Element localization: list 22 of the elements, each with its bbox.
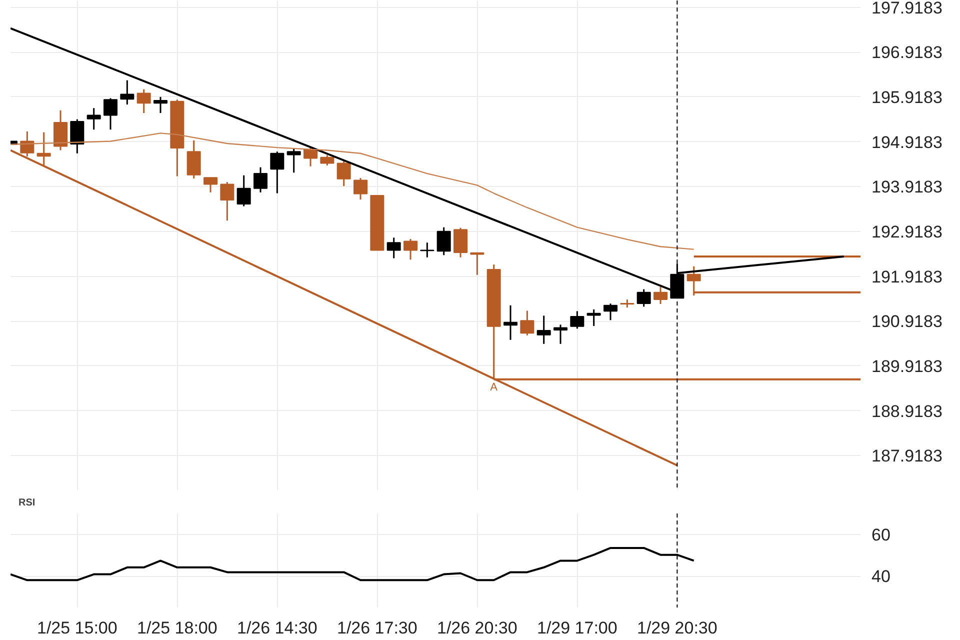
chart-title: RSI (18, 498, 36, 508)
x-tick-label: 1/26 17:30 (336, 618, 418, 638)
x-tick-label: 1/29 20:30 (636, 618, 718, 638)
y-tick-label: 189.9183 (872, 356, 942, 376)
y-tick-label: 190.9183 (872, 312, 942, 332)
y-tick-label: 197.9183 (872, 0, 942, 18)
y-tick-label: 194.9183 (872, 132, 942, 152)
x-tick-label: 1/29 17:00 (536, 618, 618, 638)
data-label: A (490, 381, 498, 394)
y-tick-label: 40 (872, 567, 890, 586)
y-tick-label: 195.9183 (872, 88, 942, 107)
x-tick-label: 1/25 15:00 (36, 618, 118, 638)
y-tick-label: 193.9183 (872, 178, 942, 197)
y-tick-label: 192.9183 (872, 222, 942, 242)
x-tick-label: 1/26 20:30 (436, 618, 518, 638)
y-tick-label: 187.9183 (872, 446, 942, 466)
x-tick-label: 1/25 18:00 (136, 618, 218, 638)
y-tick-label: 188.9183 (872, 402, 942, 421)
y-tick-label: 191.9183 (872, 267, 942, 286)
y-tick-label: 196.9183 (872, 43, 942, 62)
x-tick-label: 1/26 14:30 (236, 618, 318, 638)
y-tick-label: 60 (872, 525, 890, 544)
